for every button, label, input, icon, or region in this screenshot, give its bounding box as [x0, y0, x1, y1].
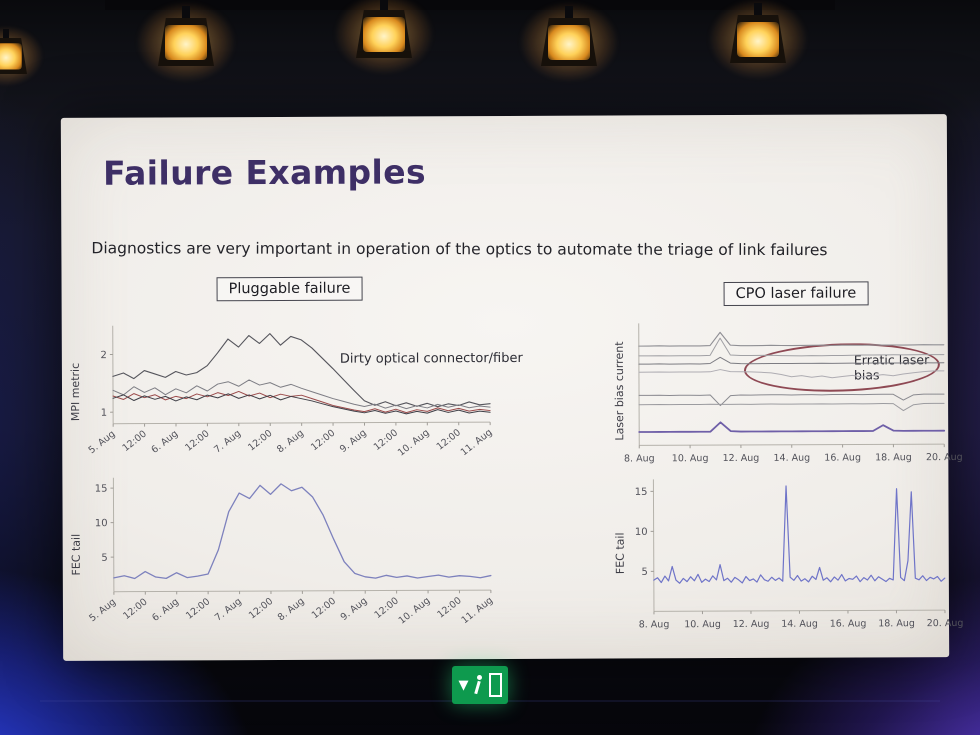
svg-text:10. Aug: 10. Aug — [684, 619, 721, 630]
light-glow — [363, 17, 405, 52]
svg-text:8. Aug: 8. Aug — [639, 619, 670, 630]
svg-text:8. Aug: 8. Aug — [276, 596, 307, 624]
y-axis-label-text: Laser bias current — [612, 341, 627, 442]
exit-door-icon — [488, 673, 502, 697]
svg-text:10: 10 — [95, 518, 108, 529]
svg-text:2: 2 — [100, 350, 106, 361]
svg-text:16. Aug: 16. Aug — [824, 452, 861, 463]
svg-text:10. Aug: 10. Aug — [396, 427, 432, 458]
svg-text:6. Aug: 6. Aug — [149, 428, 180, 456]
svg-text:12:00: 12:00 — [247, 596, 275, 622]
svg-text:18. Aug: 18. Aug — [875, 452, 912, 463]
y-axis-label: FEC tail — [612, 471, 628, 635]
svg-text:12:00: 12:00 — [310, 596, 338, 622]
svg-text:12. Aug: 12. Aug — [723, 453, 760, 464]
svg-text:8. Aug: 8. Aug — [624, 453, 655, 464]
svg-text:7. Aug: 7. Aug — [213, 596, 244, 624]
exit-running-man-icon — [473, 674, 484, 696]
slide-title: Failure Examples — [102, 152, 427, 193]
svg-text:18. Aug: 18. Aug — [878, 618, 915, 629]
svg-text:12:00: 12:00 — [183, 428, 211, 454]
cpo-laser-failure-badge: CPO laser failure — [723, 281, 869, 307]
svg-text:14. Aug: 14. Aug — [781, 619, 818, 630]
svg-text:10. Aug: 10. Aug — [672, 453, 709, 464]
mpi-metric-chart: MPI metric 1 2 5. Aug 12:00 6. Aug 12:00 7. Au… — [68, 314, 505, 468]
stage-light-icon — [320, 0, 448, 86]
svg-text:15: 15 — [95, 484, 108, 495]
svg-text:20. Aug: 20. Aug — [927, 618, 964, 629]
light-glow — [548, 25, 590, 60]
y-axis-label: Laser bias current — [612, 315, 628, 467]
stage-light-icon — [694, 0, 822, 91]
lighting-truss — [105, 0, 835, 10]
slide: Failure Examples Diagnostics are very im… — [61, 114, 964, 661]
fec-tail-cpo-plot: 5 10 15 8. Aug 10. Aug 12. Aug 14. Aug 16. Aug 1… — [635, 479, 963, 630]
svg-text:12:00: 12:00 — [309, 428, 337, 454]
svg-text:5: 5 — [101, 553, 107, 564]
light-mount — [3, 29, 9, 39]
stage-light-icon — [0, 17, 54, 95]
svg-text:15: 15 — [635, 487, 648, 498]
svg-text:5. Aug: 5. Aug — [87, 597, 118, 625]
stage-light-icon — [505, 0, 633, 94]
svg-text:12. Aug: 12. Aug — [733, 619, 770, 630]
runner-head — [476, 675, 482, 680]
exit-sign: ▼ — [452, 666, 508, 704]
svg-text:5: 5 — [641, 567, 647, 578]
svg-text:11. Aug: 11. Aug — [460, 595, 496, 626]
projection-screen: Failure Examples Diagnostics are very im… — [60, 114, 964, 661]
svg-text:16. Aug: 16. Aug — [830, 618, 867, 629]
svg-text:9. Aug: 9. Aug — [339, 595, 370, 623]
svg-text:20. Aug: 20. Aug — [926, 452, 963, 463]
y-axis-label-text: FEC tail — [613, 532, 627, 575]
svg-text:8. Aug: 8. Aug — [275, 428, 306, 456]
y-axis-label: MPI metric — [68, 316, 84, 468]
light-glow — [737, 22, 779, 57]
runner-body — [473, 680, 481, 695]
svg-text:12:00: 12:00 — [121, 596, 149, 622]
mpi-metric-plot: 125. Aug 12:00 6. Aug 12:00 7. Aug 12:00 8. Au… — [87, 325, 495, 459]
light-mount — [565, 6, 573, 19]
svg-text:7. Aug: 7. Aug — [212, 428, 243, 456]
svg-text:12:00: 12:00 — [184, 596, 212, 622]
light-mount — [754, 3, 762, 16]
light-glow — [0, 43, 22, 70]
svg-text:11. Aug: 11. Aug — [459, 427, 495, 458]
y-axis-label-text: FEC tail — [69, 534, 83, 576]
laser-bias-current-chart: Laser bias current 8. Aug 10. Aug 12. Aug 1… — [612, 314, 963, 467]
svg-text:12:00: 12:00 — [121, 428, 149, 454]
svg-text:5. Aug: 5. Aug — [87, 429, 118, 457]
light-mount — [380, 0, 388, 11]
light-mount — [182, 6, 190, 19]
stage-light-icon — [122, 0, 250, 94]
svg-text:14. Aug: 14. Aug — [773, 453, 810, 464]
light-glow — [165, 25, 207, 60]
svg-text:6. Aug: 6. Aug — [150, 596, 181, 624]
exit-down-arrow-icon: ▼ — [458, 677, 469, 693]
svg-text:10: 10 — [635, 527, 648, 538]
y-axis-label-text: MPI metric — [68, 362, 83, 422]
svg-text:12:00: 12:00 — [246, 428, 274, 454]
fec-tail-chart-cpo: FEC tail 5 10 15 8. Aug 10. Aug 12. Aug 14. Au… — [612, 470, 963, 635]
pluggable-failure-badge: Pluggable failure — [216, 276, 363, 302]
svg-text:1: 1 — [101, 408, 107, 419]
slide-subtitle: Diagnostics are very important in operat… — [91, 239, 828, 260]
fec-tail-chart-pluggable: FEC tail 5 10 15 5. Aug 12:00 6. Aug 12:00 7. A… — [68, 468, 505, 640]
laser-bias-current-plot: 8. Aug 10. Aug 12. Aug 14. Aug 16. Aug 18. Au… — [624, 323, 963, 464]
svg-text:10. Aug: 10. Aug — [397, 595, 433, 626]
y-axis-label: FEC tail — [68, 470, 84, 640]
svg-text:9. Aug: 9. Aug — [338, 427, 369, 455]
